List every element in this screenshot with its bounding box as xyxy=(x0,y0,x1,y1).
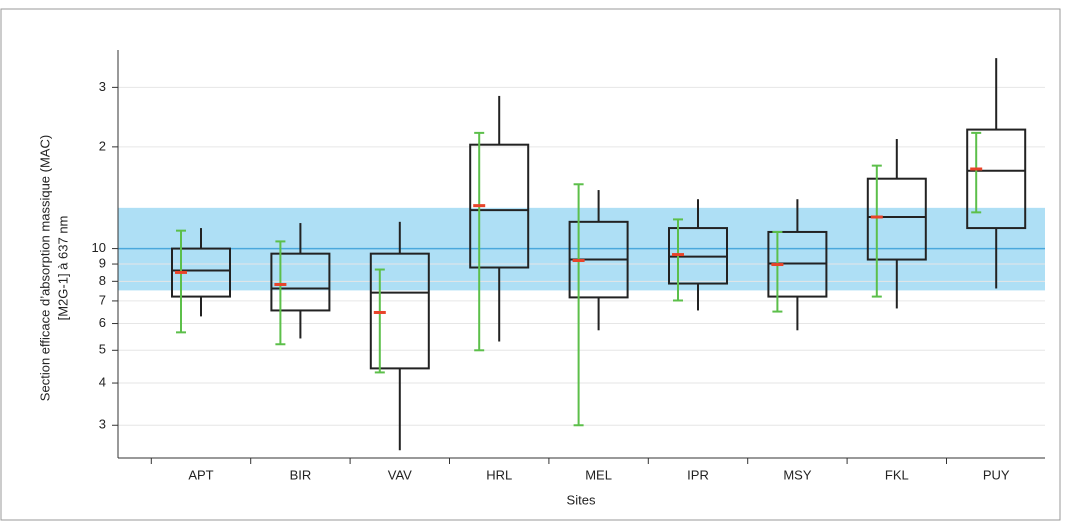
x-tick-label: BIR xyxy=(290,467,312,482)
x-tick-label: MEL xyxy=(585,467,612,482)
y-tick-label: 4 xyxy=(99,374,106,389)
y-axis-label: Section efficace d’absorption massique (… xyxy=(37,135,52,401)
y-axis-label: [M2G-1] à 637 nm xyxy=(55,216,70,321)
frame xyxy=(0,8,1061,521)
x-axis-label: Sites xyxy=(567,492,596,507)
y-tick-label: 3 xyxy=(99,417,106,432)
box xyxy=(866,177,927,261)
box xyxy=(171,247,231,298)
y-tick-label: 10 xyxy=(92,240,106,255)
x-tick-label: APT xyxy=(188,467,213,482)
box xyxy=(469,143,530,269)
y-tick-label: 3 xyxy=(99,79,106,94)
box xyxy=(270,252,331,312)
y-tick-label: 6 xyxy=(99,315,106,330)
y-tick-label: 8 xyxy=(99,273,106,288)
x-tick-label: PUY xyxy=(983,467,1010,482)
x-tick-label: HRL xyxy=(486,467,512,482)
y-tick-label: 2 xyxy=(99,138,106,153)
y-tick-label: 7 xyxy=(99,292,106,307)
box xyxy=(369,252,430,370)
y-tick-label: 9 xyxy=(99,255,106,270)
x-tick-label: MSY xyxy=(783,467,812,482)
x-tick-label: VAV xyxy=(388,467,412,482)
box xyxy=(966,128,1027,230)
y-tick-label: 5 xyxy=(99,342,106,357)
x-tick-label: IPR xyxy=(687,467,709,482)
x-tick-label: FKL xyxy=(885,467,909,482)
